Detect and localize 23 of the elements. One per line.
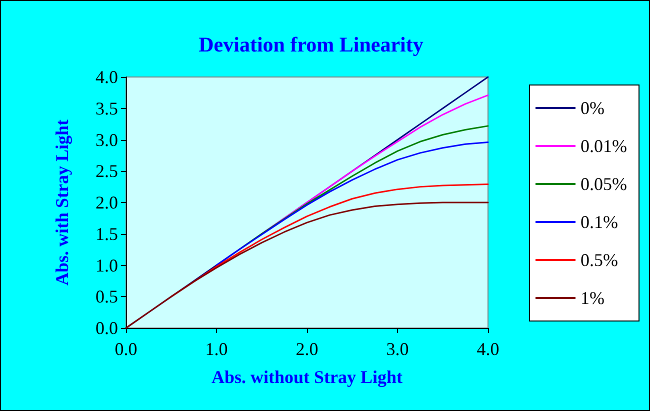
y-tick-label: 2.5 xyxy=(96,161,118,182)
legend-label: 1% xyxy=(580,288,605,308)
y-tick-label: 3.0 xyxy=(96,130,118,150)
x-tick-label: 0.0 xyxy=(114,339,138,359)
y-tick-label: 0.5 xyxy=(96,286,118,307)
chart-title: Deviation from Linearity xyxy=(198,32,424,56)
y-tick-label: 1.0 xyxy=(96,255,118,276)
x-tick-label: 4.0 xyxy=(476,339,500,359)
legend-label: 0.5% xyxy=(580,250,618,270)
legend-label: 0.1% xyxy=(580,212,618,232)
y-axis-title: Abs. with Stray Light xyxy=(52,119,72,286)
legend-label: 0% xyxy=(580,98,605,118)
y-tick-label: 0.0 xyxy=(96,318,118,338)
y-tick-label: 1.5 xyxy=(96,224,118,244)
x-tick-label: 2.0 xyxy=(296,339,318,359)
y-tick-label: 2.0 xyxy=(96,192,118,212)
legend-label: 0.01% xyxy=(580,136,628,156)
x-tick-label: 3.0 xyxy=(386,339,409,359)
legend-label: 0.05% xyxy=(580,174,628,194)
x-tick-label: 1.0 xyxy=(205,339,228,359)
y-tick-label: 4.0 xyxy=(96,67,118,87)
x-axis-title: Abs. without Stray Light xyxy=(211,367,403,387)
y-tick-label: 3.5 xyxy=(96,98,118,118)
